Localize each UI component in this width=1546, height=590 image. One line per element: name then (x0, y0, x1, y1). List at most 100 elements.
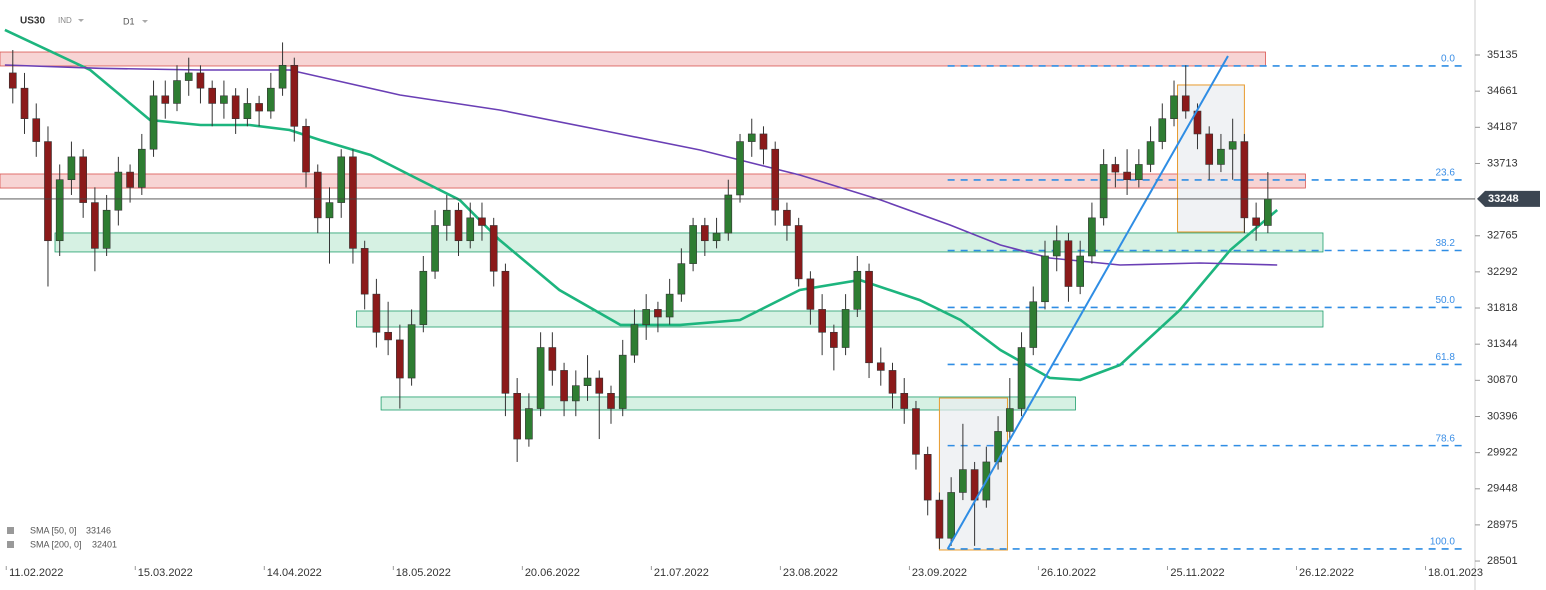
candle-body (712, 232, 721, 242)
y-tick-label: 34661 (1487, 85, 1518, 97)
candle-body (173, 80, 181, 104)
candle-body (1135, 164, 1143, 181)
legend-value: 33146 (86, 525, 111, 535)
dropdown-icon[interactable] (142, 20, 148, 23)
candle-body (32, 118, 41, 142)
candle-body (548, 347, 557, 371)
candle-body (1205, 133, 1214, 165)
candle-body (876, 362, 885, 371)
y-tick-label: 33713 (1487, 157, 1518, 169)
y-tick-label: 28975 (1487, 519, 1518, 531)
timeframe[interactable]: D1 (123, 16, 135, 26)
candle-body (1158, 118, 1167, 142)
candle-body (747, 133, 756, 142)
candle-body (419, 270, 428, 325)
candle-body (184, 72, 193, 81)
candle-body (736, 141, 744, 196)
fib-label: 38.2 (1435, 238, 1455, 249)
candle-body (20, 87, 29, 119)
legend-icon (7, 527, 14, 534)
candle-body (407, 324, 416, 379)
candle-body (1252, 217, 1260, 226)
candle-body (91, 202, 99, 249)
candle-body (325, 202, 334, 219)
candle-body (372, 293, 381, 333)
last-price-badge (1477, 190, 1540, 207)
candle-body (830, 331, 838, 348)
candle-body (1099, 164, 1108, 219)
candle-body (630, 324, 639, 356)
dropdown-icon[interactable] (78, 19, 84, 22)
instrument-type[interactable]: IND (58, 16, 72, 25)
candle-body (771, 148, 780, 211)
candle-body (923, 454, 932, 501)
zone (0, 173, 1306, 189)
candle-body (267, 87, 275, 112)
y-tick-label: 29448 (1487, 483, 1518, 495)
candle-body (501, 270, 510, 394)
candle-body (642, 309, 651, 325)
candle-body (536, 347, 545, 409)
y-tick-label: 30396 (1487, 410, 1518, 422)
candle-body (1052, 240, 1061, 257)
candle-body (654, 309, 662, 318)
candle-body (794, 225, 803, 280)
x-tick-label: 20.06.2022 (525, 567, 580, 579)
candle-body (1076, 255, 1084, 287)
y-tick-label: 31818 (1487, 302, 1518, 314)
x-tick-label: 14.04.2022 (267, 567, 322, 579)
sma-line (4, 64, 1278, 266)
x-tick-label: 18.01.2023 (1428, 567, 1483, 579)
candle-body (231, 95, 240, 119)
candle-body (1264, 198, 1272, 226)
candle-body (1123, 171, 1131, 181)
candle-body (1146, 141, 1155, 165)
candle-body (865, 270, 873, 364)
candle-body (1181, 95, 1190, 112)
candle-body (149, 95, 158, 150)
candle-body (302, 126, 310, 173)
candle-body (935, 499, 944, 539)
candle-body (818, 309, 826, 333)
x-tick-label: 26.10.2022 (1041, 567, 1096, 579)
candle-body (1217, 148, 1225, 165)
candle-body (114, 171, 123, 211)
candle-body (724, 194, 733, 234)
candle-body (79, 156, 87, 203)
candle-body (912, 408, 920, 455)
y-tick-label: 31344 (1487, 338, 1518, 350)
candle-body (841, 309, 850, 348)
fib-label: 61.8 (1435, 352, 1455, 363)
candle-body (677, 263, 686, 295)
candle-body (701, 225, 709, 242)
fib-label: 23.6 (1435, 168, 1455, 179)
x-tick-label: 26.12.2022 (1299, 567, 1354, 579)
candle-body (44, 141, 52, 242)
x-tick-label: 21.07.2022 (654, 567, 709, 579)
candle-body (313, 171, 322, 219)
candle-body (208, 87, 217, 104)
candle-body (278, 64, 287, 89)
candle-body (595, 377, 604, 394)
x-tick-label: 23.08.2022 (783, 567, 838, 579)
candle-body (900, 392, 909, 409)
candle-body (1064, 240, 1073, 287)
y-tick-label: 32292 (1487, 266, 1518, 278)
fib-label: 50.0 (1435, 295, 1455, 306)
candle-body (55, 179, 64, 242)
candle-body (665, 293, 674, 318)
fib-label: 0.0 (1441, 54, 1455, 65)
fib-label: 78.6 (1435, 433, 1455, 444)
candle-body (442, 209, 451, 226)
candle-body (1240, 141, 1249, 219)
candle-body (759, 133, 768, 150)
candle-body (689, 225, 697, 264)
candle-body (8, 72, 17, 89)
candle-body (137, 148, 146, 188)
candle-body (1111, 164, 1120, 173)
candle-body (513, 392, 521, 440)
candle-body (384, 331, 392, 341)
candle-body (583, 377, 592, 386)
legend-label: SMA [200, 0] (30, 539, 82, 549)
